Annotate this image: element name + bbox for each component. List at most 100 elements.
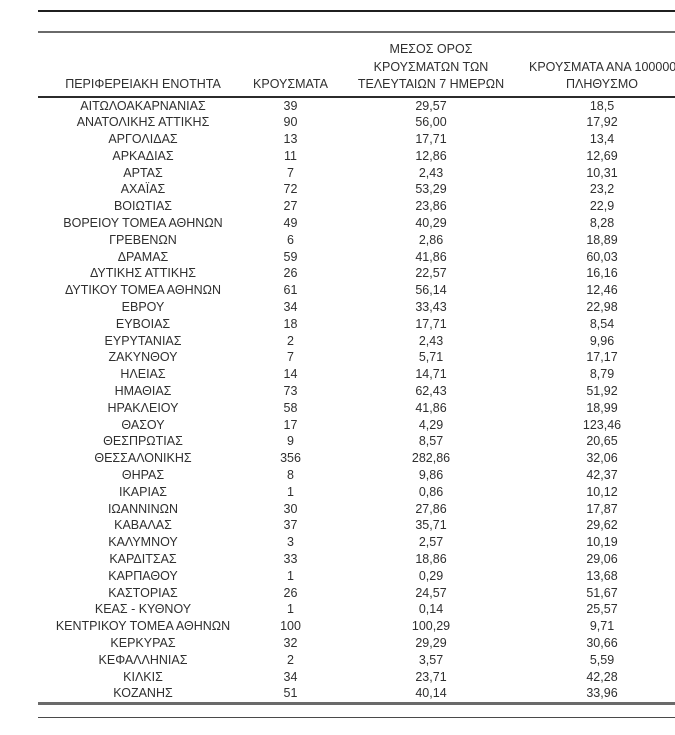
cell-region: ΗΛΕΙΑΣ — [120, 367, 166, 382]
table-row: ΔΡΑΜΑΣ 59 41,86 60,03 — [38, 249, 675, 266]
cell-region: ΚΑΡΠΑΘΟΥ — [108, 568, 178, 583]
cell-avg7: 9,86 — [418, 468, 444, 483]
cell-cases: 72 — [283, 182, 298, 197]
cell-cases: 18 — [283, 316, 298, 331]
table-top-rule — [38, 30, 675, 33]
cell-region: ΙΚΑΡΙΑΣ — [118, 484, 168, 499]
cell-region: ΑΡΤΑΣ — [123, 165, 163, 180]
cell-cases: 6 — [287, 232, 294, 247]
column-header-per100k: ΚΡΟΥΣΜΑΤΑ ΑΝΑ 100000 ΠΛΗΘΥΣΜΟ — [529, 33, 675, 98]
cell-avg7: 2,86 — [418, 232, 444, 247]
header-line: ΤΕΛΕΥΤΑΙΩΝ 7 ΗΜΕΡΩΝ — [357, 77, 505, 91]
cell-avg7: 100,29 — [411, 619, 451, 634]
cell-avg7: 14,71 — [415, 367, 447, 382]
cell-cases: 34 — [283, 300, 298, 315]
cell-cases: 100 — [280, 619, 301, 634]
table-row: ΕΥΒΟΙΑΣ 18 17,71 8,54 — [38, 316, 675, 333]
table-row: ΚΕΑΣ - ΚΥΘΝΟΥ 1 0,14 25,57 — [38, 601, 675, 618]
cell-avg7: 53,29 — [415, 182, 447, 197]
table-row: ΒΟΙΩΤΙΑΣ 27 23,86 22,9 — [38, 198, 675, 215]
cell-per100k: 33,96 — [586, 686, 618, 701]
cell-per100k: 10,12 — [586, 484, 618, 499]
cell-per100k: 17,87 — [586, 501, 618, 516]
cell-cases: 73 — [283, 384, 298, 399]
cell-avg7: 8,57 — [418, 434, 444, 449]
cell-region: ΓΡΕΒΕΝΩΝ — [109, 232, 177, 247]
table-row: ΚΑΡΠΑΘΟΥ 1 0,29 13,68 — [38, 568, 675, 585]
table-row: ΚΙΛΚΙΣ 34 23,71 42,28 — [38, 669, 675, 686]
regional-cases-table: ΠΕΡΙΦΕΡΕΙΑΚΗ ΕΝΟΤΗΤΑ ΚΡΟΥΣΜΑΤΑ ΜΕΣΟΣ ΟΡΟΣ Κ… — [38, 33, 675, 702]
table-row: ΕΒΡΟΥ 34 33,43 22,98 — [38, 299, 675, 316]
cell-cases: 3 — [287, 535, 294, 550]
column-header-region: ΠΕΡΙΦΕΡΕΙΑΚΗ ΕΝΟΤΗΤΑ — [38, 33, 248, 98]
cell-avg7: 0,29 — [418, 568, 444, 583]
cell-per100k: 29,62 — [586, 518, 618, 533]
cell-cases: 17 — [283, 417, 298, 432]
cell-region: ΒΟΙΩΤΙΑΣ — [113, 199, 173, 214]
cell-per100k: 25,57 — [586, 602, 618, 617]
cell-region: ΚΕΝΤΡΙΚΟΥ ΤΟΜΕΑ ΑΘΗΝΩΝ — [55, 619, 231, 634]
table-row: ΚΑΡΔΙΤΣΑΣ 33 18,86 29,06 — [38, 551, 675, 568]
cell-region: ΕΥΒΟΙΑΣ — [115, 316, 171, 331]
table-bottom-rule — [38, 702, 675, 705]
cell-avg7: 40,29 — [415, 216, 447, 231]
cell-cases: 34 — [283, 669, 298, 684]
cell-region: ΚΕΡΚΥΡΑΣ — [110, 636, 176, 650]
cell-region: ΕΥΡΥΤΑΝΙΑΣ — [104, 333, 182, 348]
table-row: ΑΙΤΩΛΟΑΚΑΡΝΑΝΙΑΣ 39 29,57 18,5 — [38, 97, 675, 115]
table-row: ΙΩΑΝΝΙΝΩΝ 30 27,86 17,87 — [38, 501, 675, 518]
table-row: ΗΡΑΚΛΕΙΟΥ 58 41,86 18,99 — [38, 400, 675, 417]
cell-cases: 9 — [287, 434, 294, 449]
cell-avg7: 33,43 — [415, 300, 447, 315]
cell-cases: 90 — [283, 115, 298, 130]
cell-cases: 11 — [284, 148, 297, 163]
cell-cases: 33 — [283, 552, 298, 567]
cell-cases: 1 — [287, 568, 294, 583]
cell-region: ΚΙΛΚΙΣ — [123, 669, 163, 684]
header-row: ΠΕΡΙΦΕΡΕΙΑΚΗ ΕΝΟΤΗΤΑ ΚΡΟΥΣΜΑΤΑ ΜΕΣΟΣ ΟΡΟΣ Κ… — [38, 33, 675, 98]
cell-avg7: 18,86 — [415, 552, 447, 567]
table-row: ΑΝΑΤΟΛΙΚΗΣ ΑΤΤΙΚΗΣ 90 56,00 17,92 — [38, 114, 675, 131]
cell-region: ΚΕΑΣ - ΚΥΘΝΟΥ — [94, 602, 192, 617]
cell-per100k: 8,54 — [589, 316, 615, 331]
table-row: ΑΧΑΪΑΣ 72 53,29 23,2 — [38, 181, 675, 198]
cell-cases: 2 — [287, 652, 294, 667]
table-row: ΗΜΑΘΙΑΣ 73 62,43 51,92 — [38, 383, 675, 400]
cell-avg7: 17,71 — [415, 132, 447, 147]
table-row: ΚΟΖΑΝΗΣ 51 40,14 33,96 — [38, 685, 675, 702]
bottom-thin-rule — [38, 716, 675, 718]
cell-avg7: 282,86 — [411, 451, 451, 466]
cell-region: ΗΡΑΚΛΕΙΟΥ — [107, 400, 179, 415]
cell-region: ΔΥΤΙΚΟΥ ΤΟΜΕΑ ΑΘΗΝΩΝ — [64, 283, 222, 298]
cell-avg7: 0,86 — [418, 484, 444, 499]
cell-region: ΘΕΣΠΡΩΤΙΑΣ — [103, 434, 183, 449]
cell-cases: 7 — [287, 350, 294, 365]
cell-region: ΚΑΡΔΙΤΣΑΣ — [109, 552, 177, 567]
cell-avg7: 5,71 — [418, 350, 444, 365]
cell-avg7: 29,29 — [415, 636, 447, 650]
table-row: ΒΟΡΕΙΟΥ ΤΟΜΕΑ ΑΘΗΝΩΝ 49 40,29 8,28 — [38, 215, 675, 232]
cell-per100k: 22,9 — [589, 199, 615, 214]
table-row: ΖΑΚΥΝΘΟΥ 7 5,71 17,17 — [38, 349, 675, 366]
cell-avg7: 24,57 — [415, 585, 447, 600]
cell-avg7: 62,43 — [415, 384, 447, 399]
cell-region: ΑΙΤΩΛΟΑΚΑΡΝΑΝΙΑΣ — [80, 98, 206, 113]
cell-cases: 26 — [283, 266, 298, 281]
table-row: ΓΡΕΒΕΝΩΝ 6 2,86 18,89 — [38, 232, 675, 249]
cell-per100k: 9,96 — [589, 333, 615, 348]
cell-avg7: 23,71 — [415, 669, 447, 684]
table-row: ΑΡΤΑΣ 7 2,43 10,31 — [38, 165, 675, 182]
cell-cases: 59 — [283, 249, 298, 264]
table-row: ΔΥΤΙΚΟΥ ΤΟΜΕΑ ΑΘΗΝΩΝ 61 56,14 12,46 — [38, 282, 675, 299]
cell-per100k: 16,16 — [586, 266, 618, 281]
cell-cases: 49 — [283, 216, 298, 231]
cell-cases: 26 — [283, 585, 298, 600]
table-row: ΙΚΑΡΙΑΣ 1 0,86 10,12 — [38, 484, 675, 501]
cell-per100k: 5,59 — [589, 652, 615, 667]
cell-per100k: 12,46 — [586, 283, 618, 298]
cell-region: ΕΒΡΟΥ — [121, 300, 165, 315]
cell-cases: 27 — [283, 199, 298, 214]
table-row: ΑΡΓΟΛΙΔΑΣ 13 17,71 13,4 — [38, 131, 675, 148]
cell-avg7: 40,14 — [415, 686, 447, 701]
table-row: ΚΕΦΑΛΛΗΝΙΑΣ 2 3,57 5,59 — [38, 652, 675, 669]
